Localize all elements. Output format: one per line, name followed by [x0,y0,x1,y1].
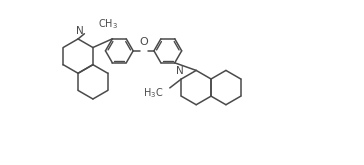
Text: N: N [76,26,84,36]
Text: O: O [139,37,148,47]
Text: CH$_3$: CH$_3$ [98,17,118,31]
Text: H$_3$C: H$_3$C [143,86,163,100]
Text: N: N [176,66,183,76]
